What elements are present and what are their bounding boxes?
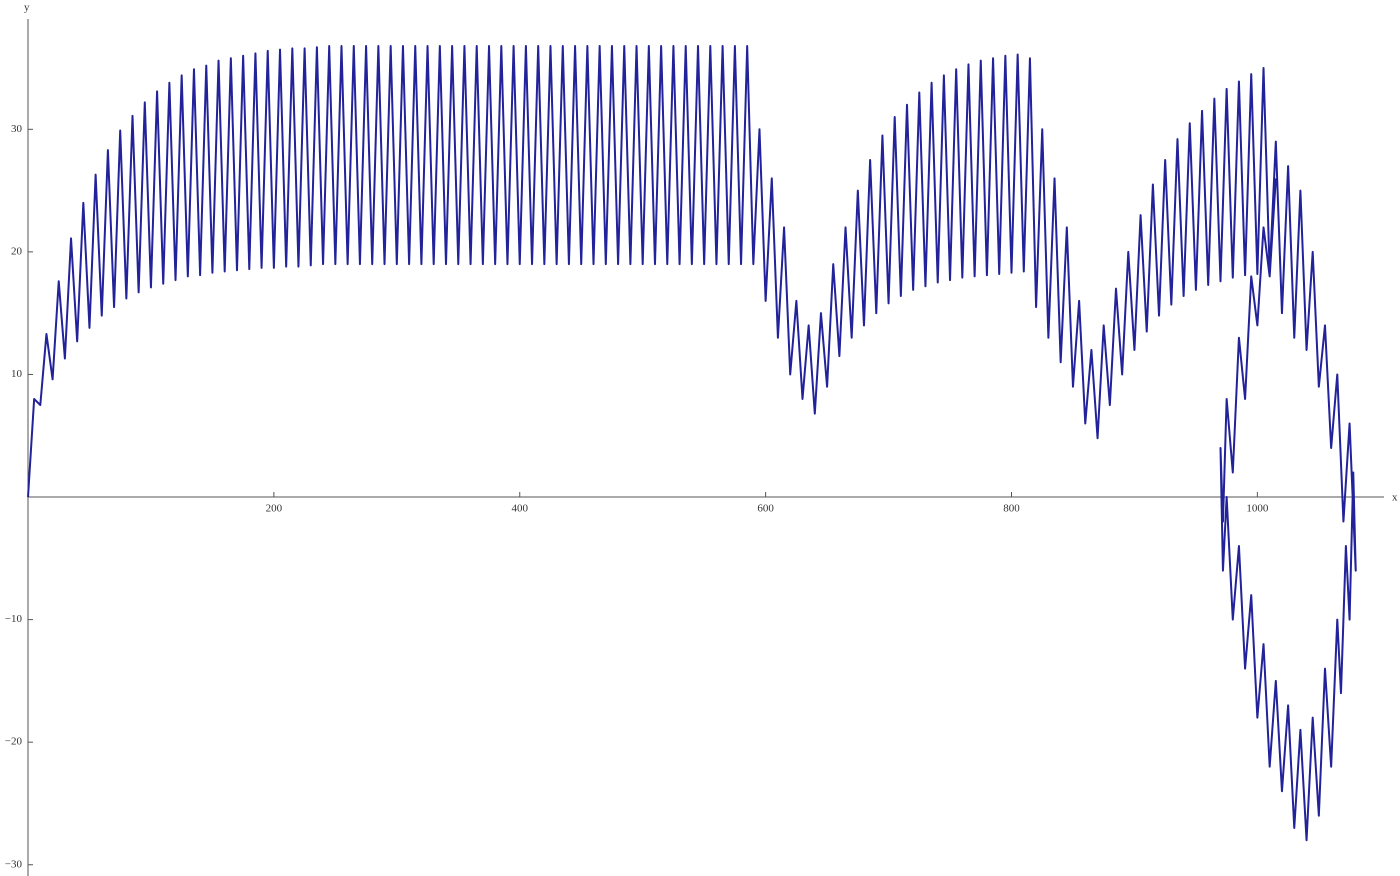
y-tick-label: 10 bbox=[11, 368, 23, 380]
x-tick-label: 200 bbox=[266, 503, 283, 515]
data-line bbox=[27, 44, 1357, 842]
x-tick-label: 1000 bbox=[1246, 503, 1269, 515]
y-axis-label: y bbox=[24, 2, 30, 14]
x-tick-label: 600 bbox=[757, 503, 774, 515]
x-axis-label: x bbox=[1392, 492, 1398, 504]
x-tick-label: 800 bbox=[1003, 503, 1020, 515]
y-tick-label: 30 bbox=[11, 123, 23, 135]
y-tick-label: −30 bbox=[5, 858, 23, 870]
x-tick-label: 400 bbox=[511, 503, 528, 515]
y-tick-label: −10 bbox=[5, 613, 23, 625]
y-tick-label: −20 bbox=[5, 736, 23, 748]
y-tick-label: 20 bbox=[11, 245, 23, 257]
